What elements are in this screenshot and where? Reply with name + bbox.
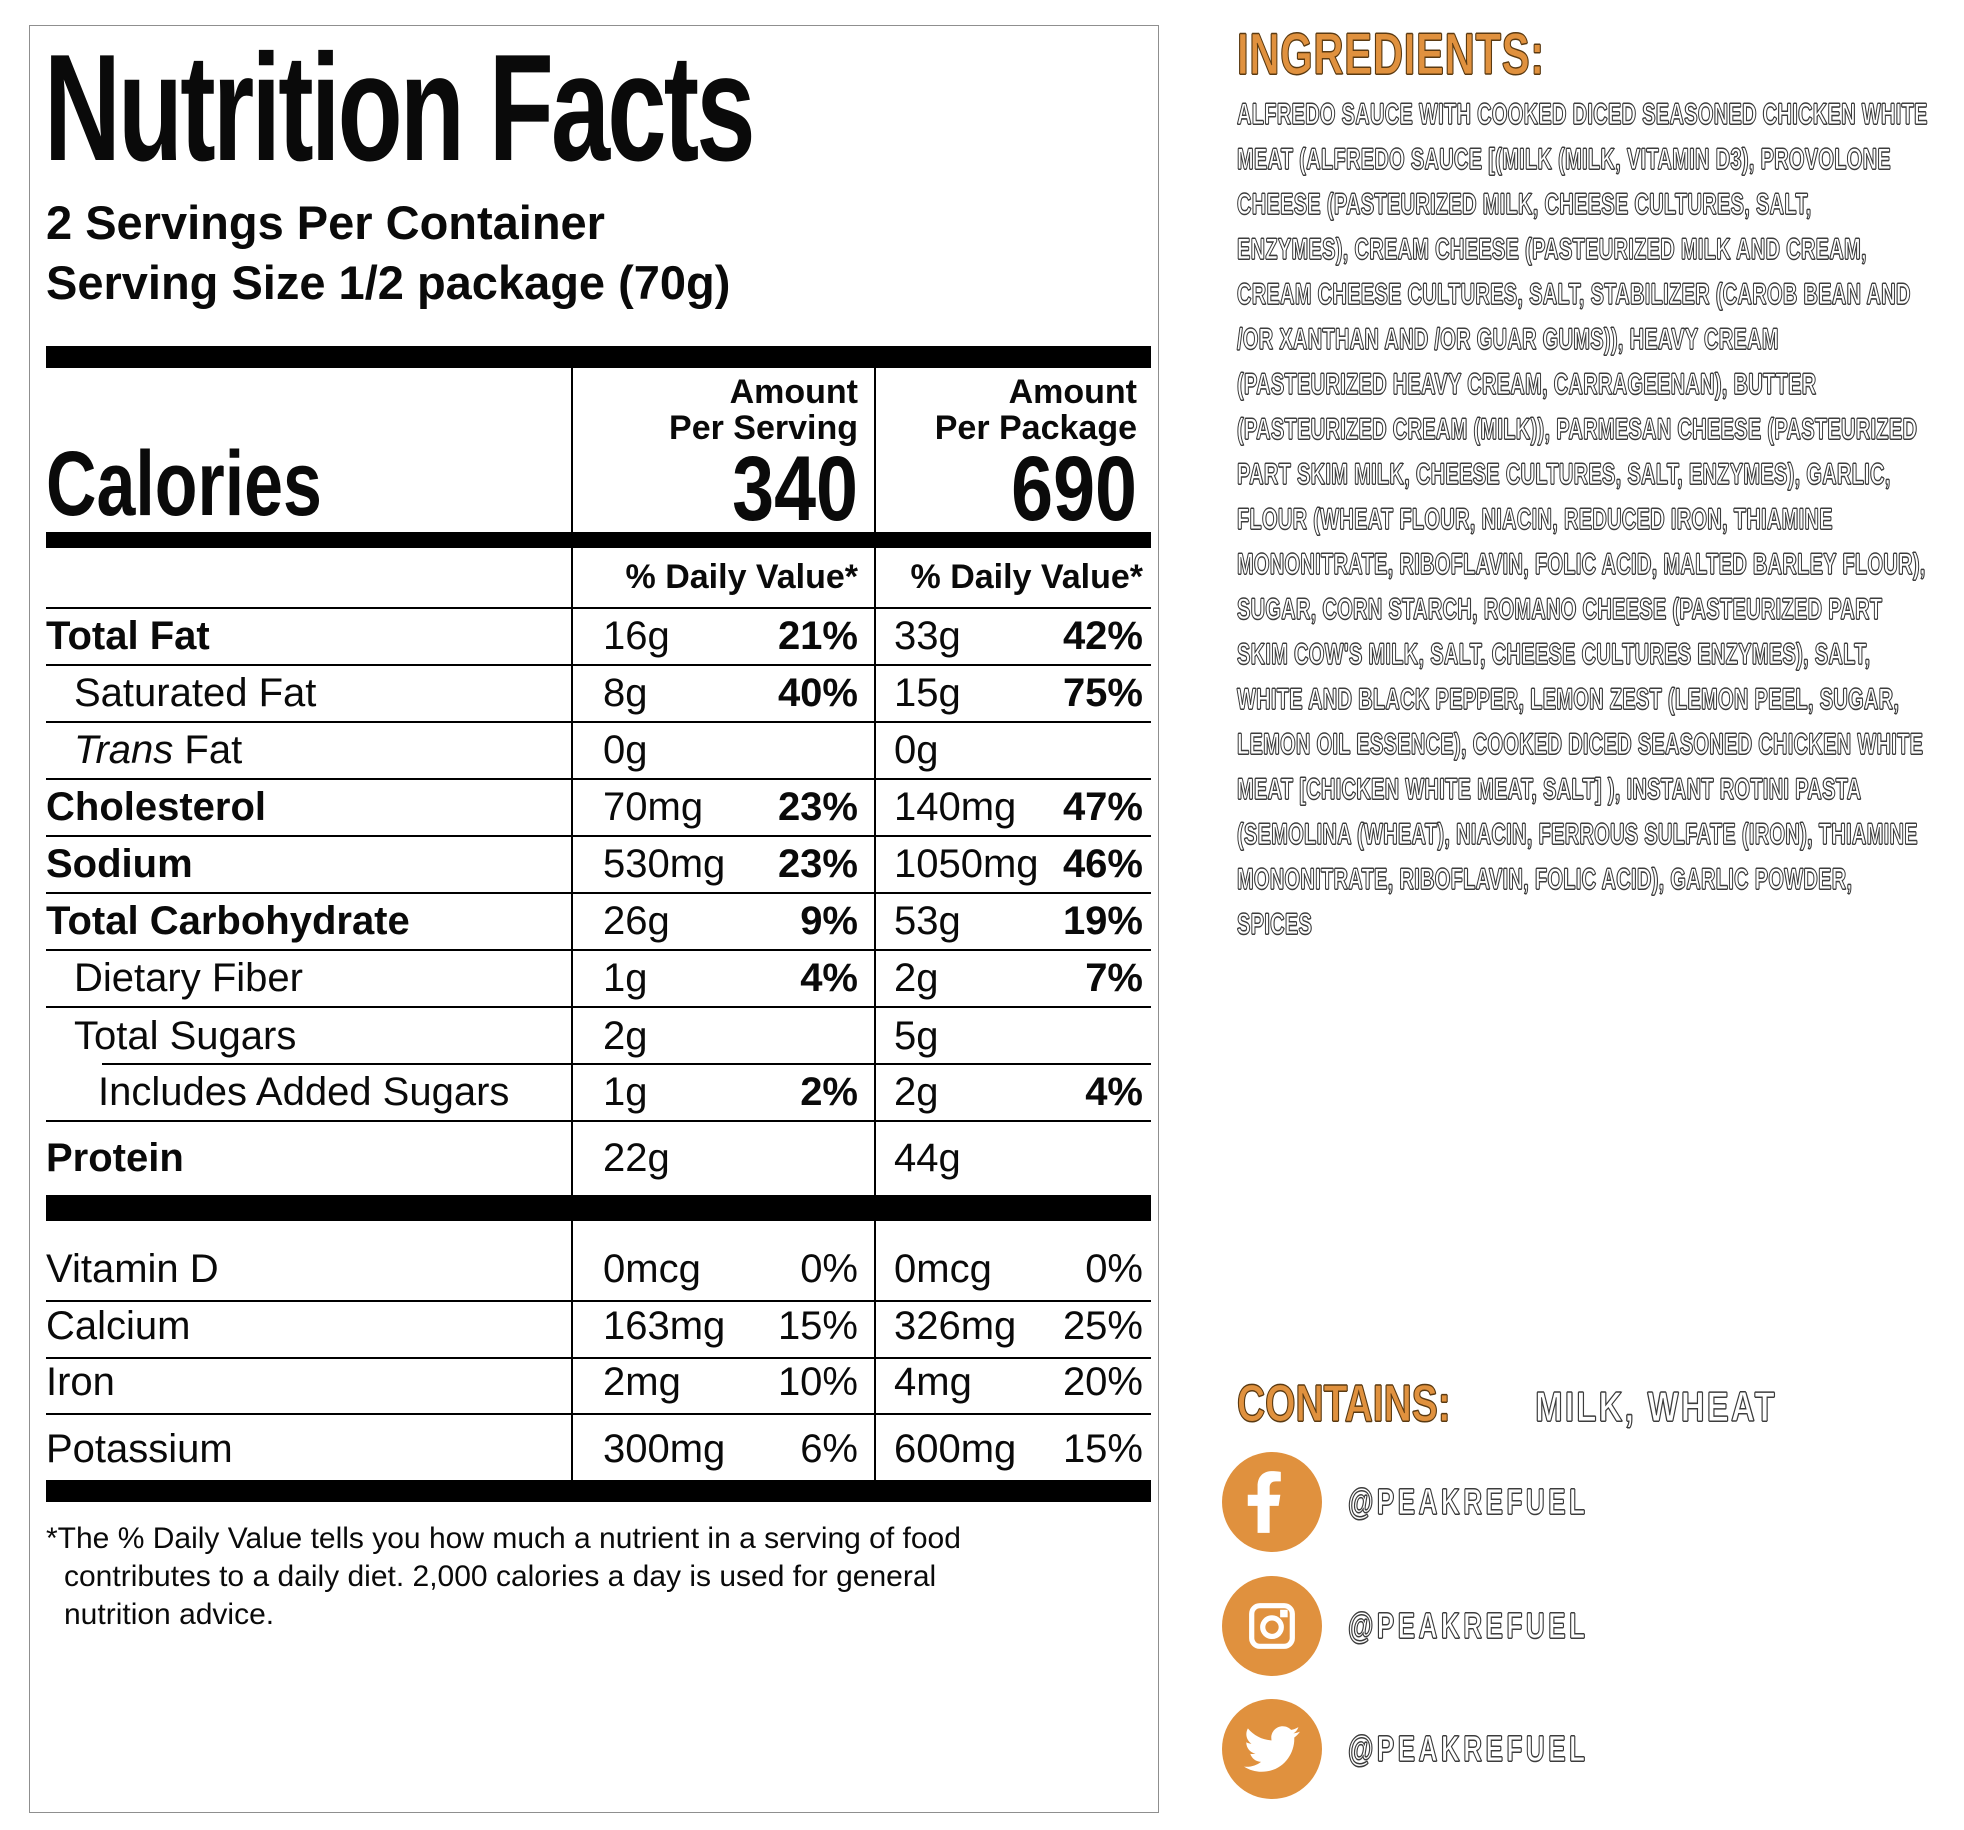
divider-thick-bottom: [46, 1480, 1151, 1502]
amount-per-serving-header-line1: Amount: [729, 373, 858, 411]
panel-title: Nutrition Facts: [44, 23, 756, 193]
twitter-icon: [1222, 1699, 1322, 1799]
divider-thick-mid: [46, 1195, 1151, 1221]
table-row-dietary-fiber: Dietary Fiber 1g 4% 2g 7%: [46, 951, 1151, 1008]
social-handle: @PEAKREFUEL: [1348, 1480, 1589, 1522]
servings-per-container: 2 Servings Per Container: [46, 196, 605, 249]
table-row-cholesterol: Cholesterol 70mg 23% 140mg 47%: [46, 780, 1151, 837]
facebook-icon: [1222, 1452, 1322, 1552]
table-row-iron: Iron 2mg 10% 4mg 20%: [46, 1359, 1151, 1415]
column-separator-package: [874, 368, 876, 1480]
table-row-trans-fat: Trans Fat 0g 0g: [46, 723, 1151, 780]
table-row-saturated-fat: Saturated Fat 8g 40% 15g 75%: [46, 666, 1151, 723]
social-row-facebook: @PEAKREFUEL: [1222, 1452, 1682, 1552]
daily-value-header-row: % Daily Value* % Daily Value*: [46, 548, 1151, 609]
serving-size: Serving Size 1/2 package (70g): [46, 256, 731, 309]
table-row-total-carbohydrate: Total Carbohydrate 26g 9% 53g 19%: [46, 894, 1151, 951]
table-row-vitamin-d: Vitamin D 0mcg 0% 0mcg 0%: [46, 1221, 1151, 1302]
column-separator-serving: [571, 368, 573, 1480]
instagram-icon: [1222, 1576, 1322, 1676]
table-row-total-sugars: Total Sugars 2g 5g: [46, 1008, 1151, 1065]
amount-per-serving-header-line2: Per Serving: [669, 409, 858, 447]
ingredients-text: ALFREDO SAUCE WITH COOKED DICED SEASONED…: [1237, 97, 1928, 941]
vitamin-table: Vitamin D 0mcg 0% 0mcg 0% Calcium 163mg …: [46, 1221, 1151, 1480]
daily-value-header-serving: % Daily Value*: [625, 558, 858, 596]
amount-per-package-header-line2: Per Package: [934, 409, 1137, 447]
social-handle: @PEAKREFUEL: [1348, 1727, 1589, 1769]
calories-per-package: Amount Per Package 690: [874, 373, 1151, 540]
calories-per-serving-value: 340: [732, 438, 858, 540]
amount-per-package-header-line1: Amount: [1008, 373, 1137, 411]
divider-medium: [46, 532, 1151, 548]
calories-per-serving: Amount Per Serving 340: [571, 373, 874, 540]
table-row-calcium: Calcium 163mg 15% 326mg 25%: [46, 1302, 1151, 1359]
social-row-twitter: @PEAKREFUEL: [1222, 1699, 1682, 1799]
daily-value-header-package: % Daily Value*: [910, 558, 1143, 596]
social-handle: @PEAKREFUEL: [1348, 1604, 1589, 1646]
divider-thick-top: [46, 346, 1151, 368]
table-row-total-fat: Total Fat 16g 21% 33g 42%: [46, 609, 1151, 666]
table-row-potassium: Potassium 300mg 6% 600mg 15%: [46, 1427, 1143, 1471]
nutrition-facts-panel: Nutrition Facts 2 Servings Per Container…: [29, 25, 1159, 1813]
contains-allergens: MILK, WHEAT: [1535, 1383, 1777, 1430]
table-row-added-sugars: Includes Added Sugars 1g 2% 2g 4%: [46, 1065, 1151, 1122]
calories-label: Calories: [46, 433, 322, 535]
contains-header: CONTAINS:: [1237, 1375, 1452, 1433]
table-row-sodium: Sodium 530mg 23% 1050mg 46%: [46, 837, 1151, 894]
table-row-protein: Protein 22g 44g: [46, 1136, 961, 1180]
social-row-instagram: @PEAKREFUEL: [1222, 1576, 1682, 1676]
ingredients-header: INGREDIENTS:: [1237, 22, 1545, 87]
nutrient-table: Total Fat 16g 21% 33g 42% Saturated Fat …: [46, 609, 1151, 1195]
contains-statement: CONTAINS: MILK, WHEAT: [1237, 1375, 1862, 1433]
calories-per-package-value: 690: [1011, 438, 1137, 540]
daily-value-footnote: *The % Daily Value tells you how much a …: [46, 1522, 961, 1631]
